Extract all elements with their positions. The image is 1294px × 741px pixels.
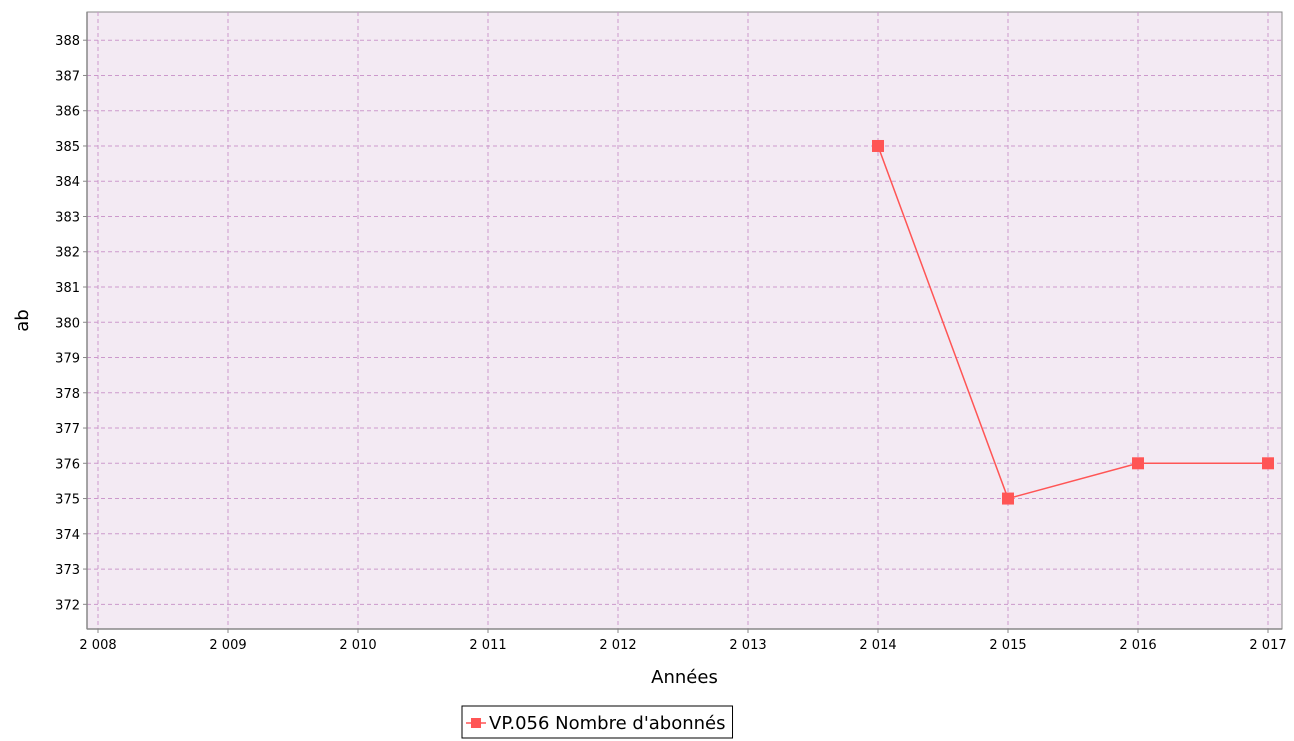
y-axis-ticks: 372 373 374 375 376 377 378 379 380 381 382 383 384 3… [55, 34, 87, 613]
x-tick-label: 2 014 [859, 638, 896, 653]
y-tick-label: 375 [55, 493, 80, 508]
y-tick-label: 379 [55, 352, 80, 367]
x-tick-label: 2 010 [339, 638, 376, 653]
y-tick-label: 372 [55, 598, 80, 613]
series-line [877, 145, 1268, 500]
y-tick-label: 373 [55, 563, 80, 578]
y-tick-label: 374 [55, 528, 80, 543]
data-point [1132, 457, 1144, 470]
y-tick-label: 383 [55, 210, 80, 225]
y-tick-label: 384 [55, 175, 80, 190]
x-tick-label: 2 013 [729, 638, 766, 653]
x-tick-label: 2 012 [599, 638, 636, 653]
y-tick-label: 382 [55, 246, 80, 261]
grid-lines [87, 12, 1282, 629]
x-tick-label: 2 008 [79, 638, 116, 653]
y-tick-label: 386 [55, 105, 80, 120]
y-tick-label: 387 [55, 69, 80, 84]
data-point [872, 139, 884, 152]
x-tick-label: 2 017 [1249, 638, 1286, 653]
x-axis-ticks: 2 008 2 009 2 010 2 011 2 012 2 013 2 014 2 015… [79, 629, 1287, 653]
y-tick-label: 385 [55, 140, 80, 155]
legend-label: VP.056 Nombre d'abonnés [489, 713, 726, 734]
x-tick-label: 2 016 [1119, 638, 1156, 653]
x-axis-title: Années [651, 667, 718, 688]
legend-box [461, 705, 734, 739]
y-tick-label: 378 [55, 387, 80, 402]
x-tick-label: 2 015 [989, 638, 1026, 653]
y-axis-title: ab [12, 309, 33, 331]
legend: VP.056 Nombre d'abonnés [461, 705, 734, 739]
y-tick-label: 381 [55, 281, 80, 296]
y-tick-label: 376 [55, 457, 80, 472]
legend-marker [471, 718, 481, 728]
x-tick-label: 2 009 [209, 638, 246, 653]
data-point [1002, 492, 1014, 505]
y-tick-label: 377 [55, 422, 80, 437]
data-point [1262, 457, 1274, 470]
series-layer [872, 139, 1274, 505]
y-tick-label: 388 [55, 34, 80, 49]
axes [86, 12, 1282, 630]
x-tick-label: 2 011 [469, 638, 506, 653]
plot-area [86, 11, 1283, 630]
y-tick-label: 380 [55, 316, 80, 331]
